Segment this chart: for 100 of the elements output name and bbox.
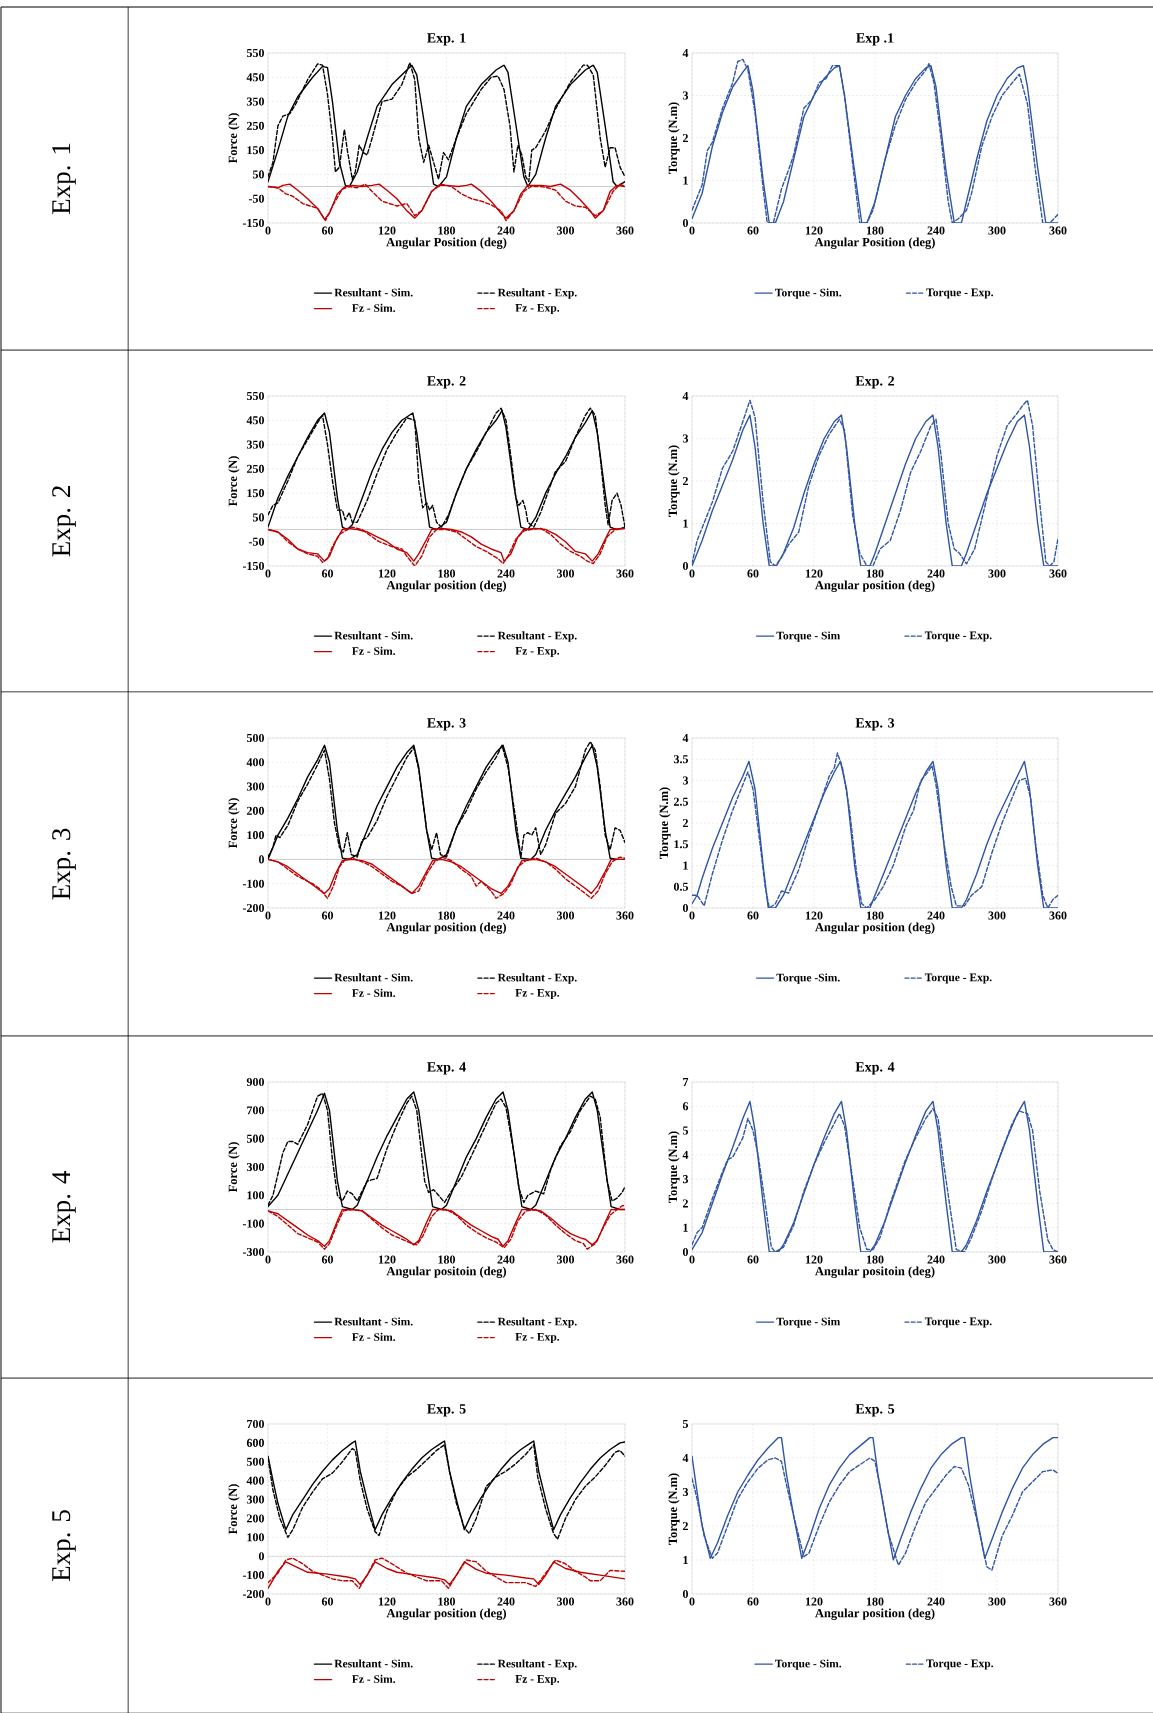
legend-label: Torque - Exp. [924,1317,992,1328]
x-tick-label: 300 [556,1255,575,1264]
y-tick-label: 4 [682,49,689,57]
y-tick-label: 250 [246,121,264,130]
legend-label: Torque -Sim. [776,973,840,984]
x-tick-label: 60 [747,226,759,235]
x-tick-label: 300 [556,226,575,235]
y-tick-label: 550 [246,48,264,58]
y-tick-label: 3 [682,434,689,443]
x-tick-label: 120 [805,569,823,578]
y-tick-label: 2 [682,1199,688,1208]
text: Exp. 2 [52,486,76,557]
x-tick-label: 120 [805,1597,823,1606]
x-tick-label: 180 [438,226,456,235]
legend-label: Fz - Exp. [515,1675,560,1686]
x-tick-label: 60 [747,569,759,578]
y-tick-label: 500 [246,733,264,743]
x-tick-label: 120 [378,911,396,920]
y-tick-label: 50 [252,513,264,522]
y-axis-title: Torque (N.m) [659,787,671,859]
x-tick-label: 240 [497,569,515,578]
legend-label: Torque - Sim. [775,288,842,299]
x-tick-label: 0 [689,1597,695,1606]
y-tick-label: 50 [252,170,264,179]
x-axis-title: Angular position (deg) [815,1608,935,1620]
x-tick-label: 180 [866,226,884,235]
legend-label: Fz - Sim. [352,646,396,655]
x-tick-label: 0 [689,1255,695,1264]
legend-label: Fz - Sim. [352,1332,396,1341]
legend-label: Resultant - Sim. [334,973,413,982]
legend-label: Fz - Sim. [352,303,396,312]
y-tick-label: 1.5 [674,840,689,849]
x-tick-label: 120 [378,569,396,578]
x-tick-label: 240 [927,1597,945,1606]
chart-title: Exp. 1 [427,33,466,46]
x-tick-label: 300 [556,569,575,578]
y-tick-label: 400 [246,758,264,767]
legend-label: Resultant - Exp. [497,631,577,642]
y-tick-label: -200 [242,1589,264,1599]
x-tick-label: 180 [438,569,456,578]
y-tick-label: 3 [682,1175,689,1184]
x-tick-label: 240 [927,911,945,920]
y-tick-label: 450 [246,73,264,82]
x-axis-title: Angular Position (deg) [814,237,935,249]
legend-label: Resultant - Exp. [497,973,577,984]
y-tick-label: 350 [246,440,264,449]
x-tick-label: 240 [927,1255,945,1264]
legend-label: Torque - Exp. [926,288,994,299]
chart-title: Exp. 4 [427,1062,466,1075]
y-tick-label: 700 [247,1419,264,1429]
y-tick-label: 500 [246,1134,264,1143]
y-tick-label: 0 [682,561,688,571]
x-tick-label: 0 [265,1597,271,1606]
y-axis-title: Force (N) [228,1484,240,1535]
x-tick-label: 360 [616,226,634,235]
x-tick-label: 360 [1049,569,1067,578]
y-tick-label: 7 [683,1078,689,1086]
y-tick-label: 300 [246,782,264,791]
y-tick-label: 0 [258,855,264,864]
x-tick-label: 180 [438,911,456,920]
y-tick-label: -200 [242,903,264,913]
legend-label: Torque - Exp. [924,631,992,642]
x-axis-title: Angular position (deg) [815,922,935,934]
y-tick-label: 2 [682,1522,688,1530]
x-tick-label: 360 [616,569,634,578]
text: Exp. 5 [52,1510,76,1582]
y-tick-label: 350 [246,97,264,106]
y-tick-label: -150 [242,561,264,571]
x-tick-label: 360 [616,1597,634,1606]
legend-label: Resultant - Sim. [334,288,413,297]
y-tick-label: 6 [682,1102,689,1111]
legend-label: Resultant - Sim. [334,1659,413,1668]
x-axis-title: Angular positoin (deg) [386,1266,507,1278]
x-tick-label: 240 [927,569,945,578]
x-tick-label: 180 [866,1255,884,1264]
x-tick-label: 120 [378,1597,396,1606]
x-tick-label: 360 [1049,1597,1067,1606]
text: Exp. 3 [52,828,76,900]
x-tick-label: 180 [438,1255,456,1264]
y-tick-label: 0 [682,1589,688,1599]
y-tick-label: 100 [247,1191,264,1200]
x-tick-label: 300 [988,1255,1006,1264]
y-tick-label: 0 [682,218,688,228]
y-tick-label: 4 [682,1454,689,1462]
chart-title: Exp. 5 [427,1404,466,1417]
y-tick-label: 300 [246,1495,264,1504]
y-tick-label: 5 [682,1126,689,1135]
y-axis-title: Torque (N.m) [668,445,680,517]
legend-label: Fz - Exp. [515,1333,560,1344]
chart-title: Exp. 2 [427,376,466,389]
y-tick-label: 400 [246,1476,264,1485]
x-tick-label: 120 [378,226,396,235]
legend-label: Fz - Sim. [352,1674,396,1684]
legend-label: Torque - Exp. [926,1659,994,1670]
x-tick-label: 60 [321,1597,334,1606]
y-tick-label: 2 [682,134,688,142]
x-tick-label: 0 [265,569,271,578]
chart-title: Exp .1 [856,33,894,46]
legend-label: Fz - Sim. [352,988,396,997]
x-tick-label: 300 [988,1597,1006,1606]
